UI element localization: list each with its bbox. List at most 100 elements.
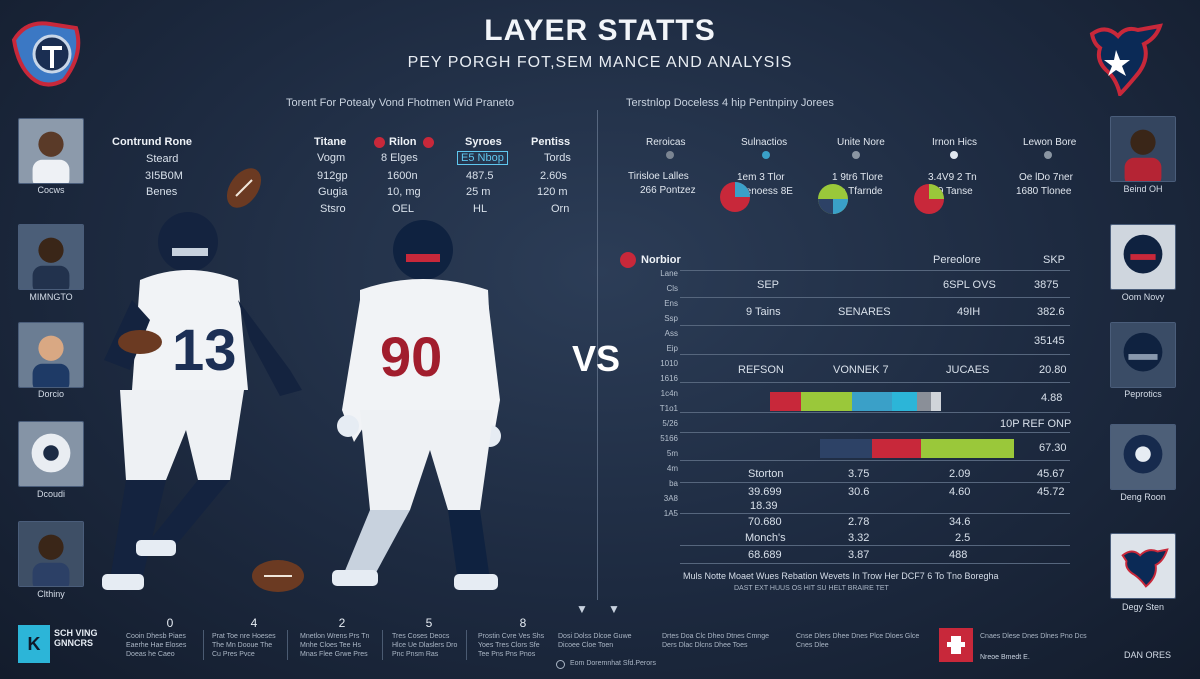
- stat-cell: 25 m: [466, 186, 491, 198]
- bar-segment: [872, 439, 921, 458]
- stat-cell: 120 m: [537, 186, 568, 198]
- legend-sub: Oe lDo 7ner: [1019, 172, 1073, 183]
- row-label: 3I5B0M: [145, 170, 183, 182]
- axis-tick-label: T1o1: [659, 404, 678, 413]
- stat-blurb: Cnaes Dlese Dnes Dlnes Pno Dcs: [980, 633, 1087, 640]
- table-cell: 3.87: [848, 549, 870, 561]
- stat-cell: OEL: [392, 203, 415, 215]
- stat-cell: Gugia: [318, 186, 348, 198]
- table-cell: 3875: [1034, 279, 1059, 291]
- bar-segment: [851, 392, 893, 411]
- bar-segment: [770, 392, 801, 411]
- table-cell: 488: [949, 549, 968, 561]
- stat-blurb: Prat Toe nre Hoeses The Mn Dooue The Cu …: [212, 633, 276, 658]
- player-card-label: Cocws: [37, 185, 65, 195]
- bottom-right-label: DAN ORES: [1124, 650, 1172, 660]
- stat-blurb: Cooin Dhesb Piaes Eaerhe Hae Eloses Doea…: [126, 633, 187, 658]
- axis-tick-label: Lane: [660, 269, 678, 278]
- axis-tick-label: Eip: [666, 344, 678, 353]
- player-card-label: Degy Sten: [1121, 602, 1165, 612]
- scroll-down-arrow-icon[interactable]: ▼: [608, 602, 620, 616]
- center-caption: Eom Doremnhat Sfd.Perors: [570, 660, 656, 667]
- player-card-thumbnail[interactable]: [18, 421, 84, 487]
- table-cell: 2.09: [949, 468, 971, 480]
- legend-header: Sulnactios: [741, 137, 788, 148]
- pie-chart-icon: [720, 182, 750, 212]
- bar-segment: [916, 392, 932, 411]
- player-card-thumbnail[interactable]: [18, 224, 84, 290]
- stat-cell: Vogm: [317, 152, 346, 164]
- stat-cell: 2.60s: [540, 170, 567, 182]
- svg-text:90: 90: [380, 325, 442, 388]
- table-cell: 382.6: [1037, 306, 1065, 318]
- player-card-thumbnail[interactable]: [1110, 116, 1176, 182]
- legend-dot-icon: [1044, 151, 1052, 159]
- separator: [203, 630, 204, 660]
- table-cell: 20.80: [1039, 364, 1067, 376]
- stat-cell: HL: [473, 203, 488, 215]
- stat-blurb: Drtes Doa Clc Dheo Dtnes Cmnge Ders Dlac…: [662, 633, 769, 649]
- vs-label: VS: [572, 338, 621, 379]
- player-card-thumbnail[interactable]: [1110, 224, 1176, 290]
- brand-name: SCH VING GNNCRS: [54, 628, 98, 648]
- table-cell: 34.6: [949, 516, 971, 528]
- column-header: Pentiss: [531, 136, 571, 148]
- table-cell: 18.39: [750, 500, 778, 512]
- table-cell: JUCAES: [946, 364, 990, 376]
- stat-number: 4: [250, 616, 258, 630]
- player-card-label: Beind OH: [1123, 184, 1163, 194]
- axis-tick-label: 5166: [660, 434, 678, 443]
- row-divider: [680, 545, 1070, 546]
- center-divider: [597, 110, 598, 600]
- axis-tick-label: Ens: [664, 299, 678, 308]
- axis-tick-label: ba: [669, 479, 678, 488]
- row-divider: [680, 412, 1070, 413]
- stat-blurb: Prostin Cvre Ves Shs Yoes Tres Clors Sfe…: [478, 633, 545, 658]
- player-card-thumbnail[interactable]: [1110, 533, 1176, 599]
- stat-blurb: Cnse Dlers Dhee Dnes Plce Dloes Glce Cne…: [796, 633, 920, 649]
- right-section-note: Terstnlop Doceless 4 hip Pentnpiny Joree…: [626, 97, 834, 109]
- axis-tick-label: 1c4n: [660, 389, 678, 398]
- player-card-thumbnail[interactable]: [1110, 322, 1176, 388]
- info-icon: [556, 660, 565, 669]
- stacked-bar: [820, 439, 1014, 458]
- team-badge-icon: [374, 137, 385, 148]
- axis-tick-label: Ssp: [664, 314, 678, 323]
- table-cell: 49IH: [957, 306, 981, 318]
- player-card-label: Clthiny: [37, 589, 65, 599]
- player-card-label: Deng Roon: [1120, 492, 1166, 502]
- axis-tick-label: 1010: [660, 359, 678, 368]
- stat-blurb: Dosi Dolss Dlcoe Guwe Dicoee Cloe Toen: [558, 633, 632, 649]
- table-cell: Monch's: [745, 532, 786, 544]
- table-cell: 35145: [1034, 335, 1065, 347]
- player-card-thumbnail[interactable]: [18, 322, 84, 388]
- page-title: LAYER STATTS: [484, 14, 716, 47]
- player-card-thumbnail[interactable]: [1110, 424, 1176, 490]
- legend-sub: 1em 3 Tlor: [737, 172, 785, 183]
- separator: [287, 630, 288, 660]
- players-illustration: 13 90: [80, 150, 520, 600]
- column-header: Titane: [314, 136, 347, 148]
- player-card-thumbnail[interactable]: [18, 521, 84, 587]
- player-card-label: MIMNGTO: [29, 292, 73, 302]
- pie-chart-icon: [818, 184, 848, 214]
- column-header: Syroes: [465, 136, 502, 148]
- table-cell: Storton: [748, 468, 784, 480]
- player-card-thumbnail[interactable]: [18, 118, 84, 184]
- table-footer-text: Muls Notte Moaet Wues Rebation Wevets In…: [683, 571, 999, 581]
- legend-sub: 1 9tr6 Tlore: [832, 172, 883, 183]
- table-cell: 70.680: [748, 516, 782, 528]
- stat-number: 5: [425, 616, 433, 630]
- row-label: Contrund Rone: [112, 136, 193, 148]
- stat-cell: Tords: [544, 152, 571, 164]
- titans-player-figure: 13: [102, 212, 302, 590]
- legend-header: Reroicas: [646, 137, 686, 148]
- scroll-down-arrow-icon[interactable]: ▼: [576, 602, 588, 616]
- table-header: Pereolore: [933, 254, 981, 266]
- stat-cell: 10, mg: [387, 186, 421, 198]
- table-cell: 10P REF ONP: [1000, 418, 1072, 430]
- table-cell: 30.6: [848, 486, 870, 498]
- table-footer-text: DAST EXT HUUS OS HIT SU HELT BRAIRE TET: [734, 585, 889, 592]
- row-divider: [680, 482, 1070, 483]
- bar-segment: [820, 439, 873, 458]
